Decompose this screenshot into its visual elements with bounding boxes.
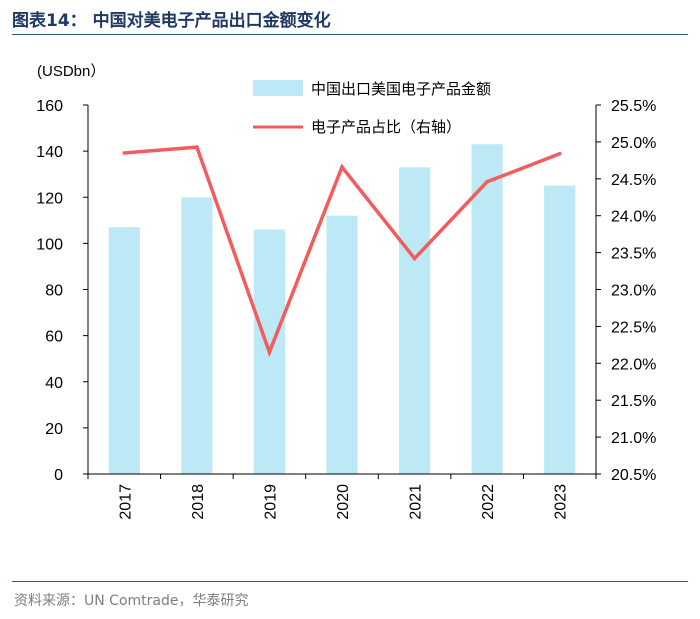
right-tick-label: 24.5% [611,172,656,189]
x-tick-label-2023: 2023 [553,484,570,520]
line-layer [122,145,562,358]
bars-layer [108,144,576,475]
right-tick-label: 23.0% [611,283,656,300]
right-tick-label: 21.0% [611,430,656,447]
figure-title: 图表14： 中国对美电子产品出口金额变化 [12,6,331,31]
legend-line-label: 电子产品占比（右轴） [311,119,461,136]
share-point-2018 [195,145,199,149]
bar-2023 [544,185,576,474]
share-point-2020 [340,165,344,169]
bar-2022 [471,144,503,474]
bar-2018 [181,197,213,475]
left-tick-label: 120 [36,190,63,207]
right-tick-label: 25.0% [611,135,656,152]
left-tick-label: 140 [36,144,63,161]
x-tick-label-2019: 2019 [262,484,279,520]
share-point-2022 [485,180,489,184]
x-tick-label-2020: 2020 [335,484,352,520]
right-tick-label: 24.0% [611,209,656,226]
left-tick-label: 100 [36,236,63,253]
right-tick-label: 23.5% [611,246,656,263]
left-tick-label: 160 [36,98,63,115]
bar-2020 [326,215,358,474]
left-axis-unit: (USDbn） [37,63,105,80]
left-tick-label: 80 [45,283,63,300]
ticks-layer: 0 20 40 60 80 100 120 140 160 20.5% 21.0% 21.5% 22.0… [36,98,656,520]
legend-bar-swatch [253,80,303,96]
left-tick-label: 40 [45,375,63,392]
right-tick-label: 21.5% [611,393,656,410]
figure-title-text: 中国对美电子产品出口金额变化 [92,11,331,31]
left-tick-label: 0 [54,467,63,484]
share-point-2019 [267,350,272,355]
x-tick-label-2018: 2018 [190,484,207,520]
source-note: 资料来源：UN Comtrade，华泰研究 [14,593,249,609]
legend-bar-label: 中国出口美国电子产品金额 [311,81,491,98]
share-point-2023 [557,151,562,156]
right-tick-label: 20.5% [611,467,656,484]
figure-number: 图表14： [12,11,87,31]
share-point-2021 [412,256,417,261]
bar-2021 [399,167,431,475]
left-tick-label: 20 [45,421,63,438]
bar-2017 [108,227,140,474]
share-point-2017 [122,151,127,155]
source-divider [12,581,688,582]
right-tick-label: 25.5% [611,98,656,115]
title-divider [12,34,688,35]
right-tick-label: 22.0% [611,356,656,373]
right-tick-label: 22.5% [611,319,656,336]
x-tick-label-2017: 2017 [117,484,134,520]
legend: 中国出口美国电子产品金额 电子产品占比（右轴） [253,80,491,136]
x-tick-label-2022: 2022 [480,484,497,520]
left-tick-label: 60 [45,329,63,346]
x-tick-label-2021: 2021 [408,484,425,520]
